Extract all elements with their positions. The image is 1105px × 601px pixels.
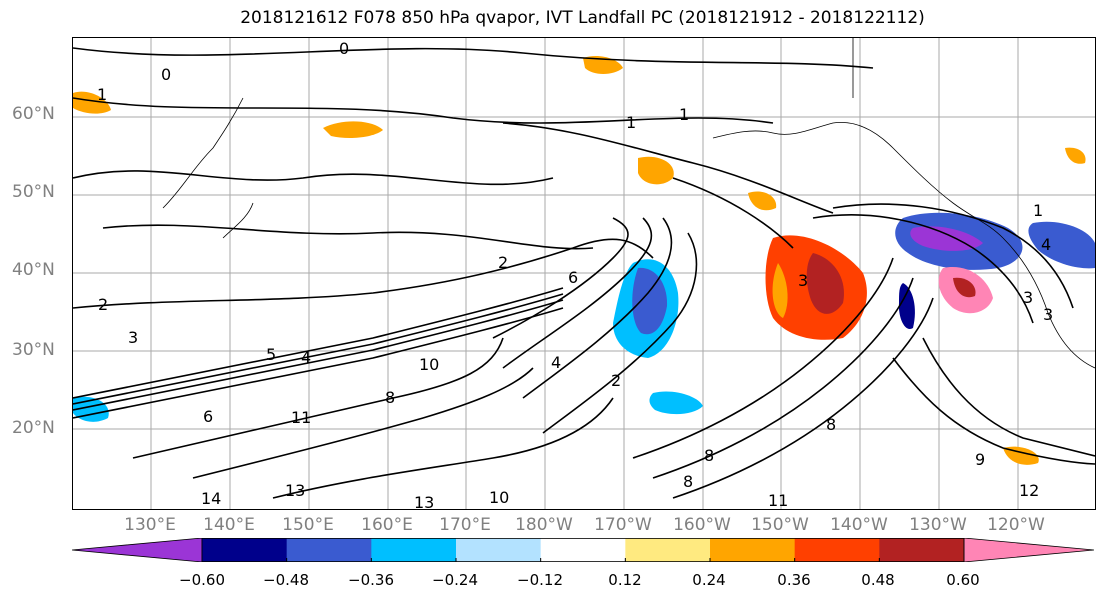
lon-label-130e: 130°E: [124, 515, 176, 535]
colorbar-segment: [625, 538, 711, 562]
lon-label-170w: 170°W: [594, 515, 652, 535]
colorbar-tick-label: −0.36: [348, 571, 394, 589]
contour-label: 13: [285, 481, 305, 500]
contour-label: 3: [1043, 305, 1053, 324]
colorbar-segment: [456, 538, 542, 562]
lat-label-30n: 30°N: [12, 340, 55, 360]
contour-label: 1: [97, 85, 107, 104]
contour-label: 8: [704, 446, 714, 465]
contour-label: 3: [1023, 288, 1033, 307]
contour-label: 2: [498, 253, 508, 272]
contour-label: 0: [339, 39, 349, 58]
contour-label: 3: [798, 271, 808, 290]
colorbar-segment: [879, 538, 965, 562]
contour-label: 2: [98, 295, 108, 314]
contour-label-group: 0 0 1 1 1 1 2 2 2 3 3 3 4 4 5 6 6 8 8 8 …: [97, 39, 1053, 509]
contour-label: 2: [611, 371, 621, 390]
map-panel: 0 0 1 1 1 1 2 2 2 3 3 3 4 4 5 6 6 8 8 8 …: [72, 37, 1096, 510]
colorbar-extend-high: [963, 537, 1095, 563]
lat-label-50n: 50°N: [12, 182, 55, 202]
lon-label-150e: 150°E: [282, 515, 334, 535]
contour-label: 4: [551, 353, 561, 372]
contour-label: 9: [975, 450, 985, 469]
contour-label: 8: [826, 415, 836, 434]
contour-label: 11: [768, 491, 788, 509]
contour-label: 8: [385, 388, 395, 407]
colorbar-tick-label: −0.12: [517, 571, 563, 589]
contour-label: 3: [128, 328, 138, 347]
contour-label: 5: [266, 345, 276, 364]
contours: [73, 47, 1095, 499]
contour-label: 1: [626, 113, 636, 132]
lon-label-140w: 140°W: [830, 515, 888, 535]
contour-label: 10: [489, 488, 509, 507]
contour-label: 10: [419, 355, 439, 374]
colorbar: [71, 537, 1095, 563]
contour-label: 14: [201, 489, 221, 508]
lon-label-160w: 160°W: [673, 515, 731, 535]
colorbar-segment: [540, 538, 626, 562]
colorbar-segment: [794, 538, 880, 562]
contour-label: 4: [301, 348, 311, 367]
contour-label: 4: [1041, 235, 1051, 254]
map-title: 2018121612 F078 850 hPa qvapor, IVT Land…: [240, 8, 925, 28]
lon-label-130w: 130°W: [909, 515, 967, 535]
colorbar-tick-label: 0.48: [861, 571, 895, 589]
contour-label: 1: [679, 105, 689, 124]
colorbar-svg: [71, 537, 1095, 563]
contour-label: 12: [1019, 481, 1039, 500]
graticule: [73, 38, 1095, 509]
colorbar-tick-label: 0.36: [777, 571, 811, 589]
lat-label-40n: 40°N: [12, 260, 55, 280]
colorbar-segment: [710, 538, 796, 562]
colorbar-tick-label: −0.48: [263, 571, 309, 589]
colorbar-segment: [371, 538, 457, 562]
shading: [73, 56, 1095, 465]
contour-label: 11: [291, 408, 311, 427]
contour-label: 1: [1033, 201, 1043, 220]
contour-label: 8: [683, 472, 693, 491]
lon-label-140e: 140°E: [203, 515, 255, 535]
colorbar-tick-label: 0.24: [692, 571, 726, 589]
colorbar-tick-label: 0.12: [608, 571, 642, 589]
lon-label-150w: 150°W: [751, 515, 809, 535]
colorbar-extend-low: [71, 537, 203, 563]
lon-label-120w: 120°W: [987, 515, 1045, 535]
lon-label-170e: 170°E: [439, 515, 491, 535]
lat-label-60n: 60°N: [12, 104, 55, 124]
map-canvas: 0 0 1 1 1 1 2 2 2 3 3 3 4 4 5 6 6 8 8 8 …: [73, 38, 1095, 509]
contour-label: 0: [161, 65, 171, 84]
colorbar-tick-label: −0.60: [179, 571, 225, 589]
lon-label-180w: 180°W: [515, 515, 573, 535]
coastlines: [162, 38, 1095, 369]
lon-label-160e: 160°E: [361, 515, 413, 535]
colorbar-segment: [202, 538, 288, 562]
colorbar-tick-label: 0.60: [946, 571, 980, 589]
lat-label-20n: 20°N: [12, 418, 55, 438]
contour-label: 6: [203, 407, 213, 426]
contour-label: 6: [568, 268, 578, 287]
colorbar-border: [201, 538, 965, 562]
colorbar-segment: [286, 538, 372, 562]
contour-label: 13: [414, 493, 434, 509]
colorbar-tick-label: −0.24: [432, 571, 478, 589]
